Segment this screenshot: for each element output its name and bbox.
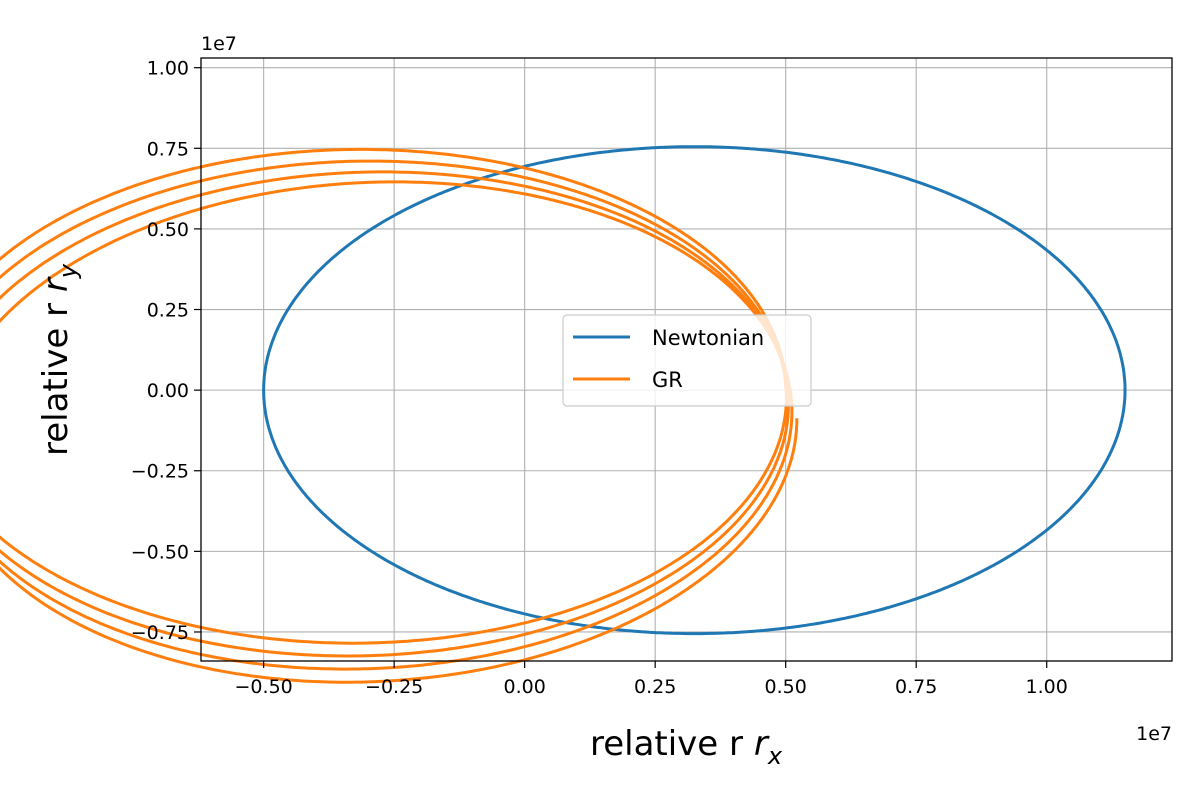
y-axis-label-sub: y — [54, 263, 82, 279]
x-axis-label-var: r — [754, 724, 770, 764]
x-tick-label: 0.25 — [634, 676, 676, 698]
y-tick-label: 1.00 — [147, 58, 189, 80]
series-line-newtonian — [262, 145, 1127, 636]
y-axis-label-var: r — [36, 276, 76, 292]
legend: Newtonian GR — [562, 314, 812, 407]
x-tick-label: 0.00 — [504, 676, 546, 698]
tick-layer: −0.50 −0.25 0.00 0.25 0.50 0.75 1.00 −0.75 −0.50… — [131, 58, 1068, 698]
x-tick-label: 0.75 — [895, 676, 937, 698]
y-tick-label: −0.75 — [131, 622, 189, 644]
y-offset-text: 1e7 — [201, 33, 237, 55]
legend-label-gr: GR — [652, 368, 683, 392]
y-tick-label: −0.50 — [131, 541, 189, 563]
x-axis-label: relative r rx — [590, 724, 783, 770]
x-axis-label-sub: x — [767, 742, 783, 770]
y-tick-label: 0.25 — [147, 300, 189, 322]
plot-frame — [200, 57, 1173, 662]
y-tick-label: 0.50 — [147, 219, 189, 241]
x-offset-text: 1e7 — [1136, 723, 1172, 745]
y-axis-label: relative r ry — [36, 263, 82, 456]
x-tick-label: 0.50 — [765, 676, 807, 698]
x-tick-label: −0.25 — [365, 676, 423, 698]
y-tick-label: 0.75 — [147, 138, 189, 160]
y-tick-label: −0.25 — [131, 461, 189, 483]
y-axis-label-main: relative r — [36, 303, 76, 456]
legend-label-newtonian: Newtonian — [652, 326, 764, 350]
x-tick-label: 1.00 — [1026, 676, 1068, 698]
y-tick-label: 0.00 — [147, 380, 189, 402]
x-axis-label-main: relative r — [590, 724, 743, 764]
x-tick-label: −0.50 — [235, 676, 293, 698]
